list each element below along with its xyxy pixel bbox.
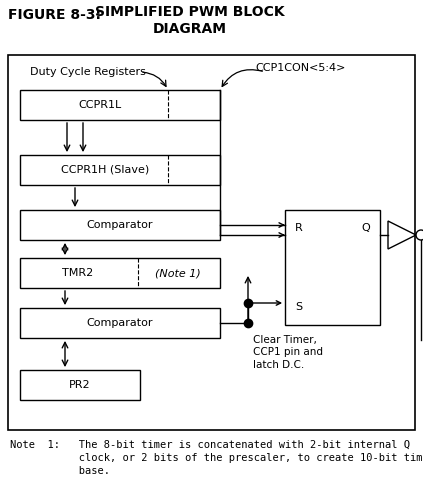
Bar — [20, 210, 220, 240]
Text: Clear Timer,
CCP1 pin and
latch D.C.: Clear Timer, CCP1 pin and latch D.C. — [253, 335, 323, 370]
Bar — [20, 258, 220, 288]
Text: PR2: PR2 — [69, 380, 91, 390]
Text: R: R — [295, 223, 303, 233]
Bar — [20, 370, 140, 400]
Bar — [20, 155, 220, 185]
Text: CCPR1L: CCPR1L — [78, 100, 122, 110]
Bar — [285, 210, 380, 325]
Text: S: S — [295, 302, 302, 312]
Text: CCPR1H (Slave): CCPR1H (Slave) — [61, 165, 149, 175]
Text: Comparator: Comparator — [87, 220, 153, 230]
Text: Comparator: Comparator — [87, 318, 153, 328]
Text: (Note 1): (Note 1) — [155, 268, 201, 278]
Text: Duty Cycle Registers: Duty Cycle Registers — [30, 67, 146, 77]
Text: CCP1CON<5:4>: CCP1CON<5:4> — [255, 63, 345, 73]
Text: SIMPLIFIED PWM BLOCK
DIAGRAM: SIMPLIFIED PWM BLOCK DIAGRAM — [95, 5, 285, 36]
Text: Q: Q — [361, 223, 370, 233]
Bar — [8, 55, 415, 430]
Bar — [20, 90, 220, 120]
Text: TMR2: TMR2 — [62, 268, 93, 278]
Bar — [20, 308, 220, 338]
Text: FIGURE 8-3:: FIGURE 8-3: — [8, 8, 101, 22]
Text: Note  1:   The 8-bit timer is concatenated with 2-bit internal Q
           cloc: Note 1: The 8-bit timer is concatenated … — [10, 440, 423, 476]
